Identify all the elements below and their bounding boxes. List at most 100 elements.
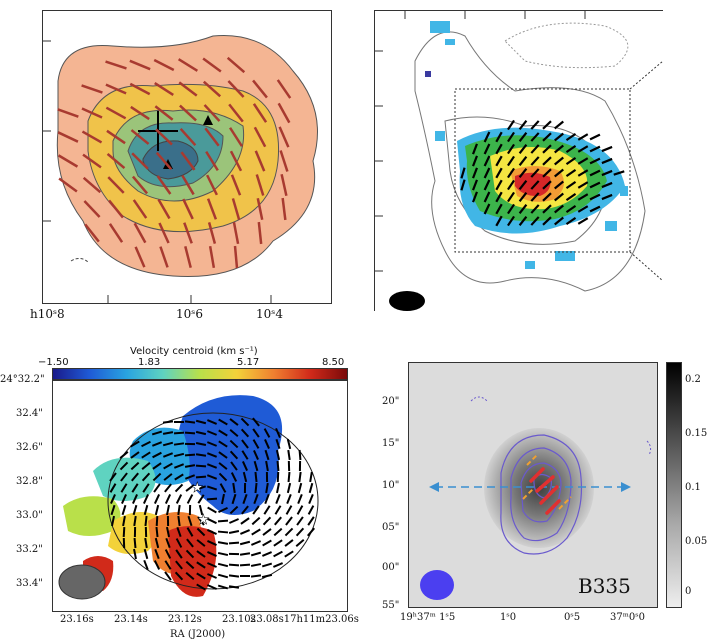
polarization-vector (483, 155, 491, 167)
polarization-vector (251, 528, 261, 536)
polarization-vector (530, 216, 540, 226)
polarization-vector (162, 420, 174, 424)
polarization-vector (542, 204, 552, 214)
polarization-vector (217, 584, 229, 590)
pol-red (515, 172, 551, 197)
polarization-vector (132, 504, 138, 516)
polarization-vector (232, 482, 236, 494)
polarization-vector (57, 131, 79, 143)
polarization-vector (202, 80, 222, 98)
polarization-vector (472, 155, 478, 167)
panel-bottom-left-frame: ★ ★ (52, 380, 348, 612)
polarization-vector (154, 537, 160, 549)
polarization-vector (518, 203, 528, 215)
panel-bottom-left: Velocity centroid (km s⁻¹) −1.50 1.83 5.… (0, 342, 360, 644)
polarization-vector (156, 175, 172, 195)
polarization-vector (217, 519, 229, 523)
polarization-vector (131, 472, 139, 482)
polarization-vector (130, 129, 150, 145)
polarization-vector (287, 471, 291, 483)
polarization-vector (183, 222, 193, 244)
polarization-vector (518, 143, 528, 155)
polarization-vector (119, 461, 129, 471)
bl-ytick-1: 32.4" (16, 408, 43, 419)
polarization-vector (262, 516, 272, 526)
polarization-vector (554, 144, 564, 154)
polarization-vector (242, 471, 248, 483)
polarization-vector (577, 169, 589, 177)
polarization-vector (262, 539, 272, 547)
polarization-vector (173, 463, 185, 469)
polarization-vector (296, 516, 304, 526)
polarization-vector (254, 482, 258, 494)
polarization-vector (144, 515, 148, 527)
polarization-vector (507, 119, 515, 131)
polarization-vector (285, 505, 293, 515)
polarization-vector (554, 168, 564, 178)
polarization-vector (241, 505, 249, 515)
polarization-vector (130, 451, 140, 459)
polarization-vector (554, 192, 564, 202)
polarization-vector (275, 438, 281, 450)
br-cbar-tick-1: 0.15 (685, 428, 708, 439)
polarization-vector (141, 462, 151, 470)
polarization-vector (228, 585, 240, 589)
polarization-vector (207, 584, 217, 590)
polarization-vector (174, 483, 184, 493)
polarization-vector (254, 150, 266, 172)
polarization-vector (286, 438, 292, 450)
bl-ytick-5: 33.2" (16, 544, 43, 555)
polarization-vector (239, 540, 251, 546)
top-right-map (375, 11, 663, 311)
polarization-vector (141, 440, 151, 448)
polarization-vector (495, 179, 503, 191)
polarization-vector (175, 494, 183, 504)
polarization-vector (495, 155, 503, 167)
polarization-vector (195, 453, 207, 457)
polarization-vector (495, 203, 503, 215)
polarization-vector (241, 450, 249, 460)
polarization-vector (279, 150, 289, 172)
polarization-vector (542, 192, 552, 202)
contour-dotted (504, 22, 629, 69)
polarization-vector (197, 516, 205, 526)
polarization-vector (589, 205, 601, 213)
polarization-vector (83, 200, 101, 218)
tl-xtick-0: h10ˢ8 (30, 307, 65, 321)
polarization-vector (286, 493, 292, 505)
polarization-vector (565, 168, 577, 178)
polarization-vector (82, 153, 102, 169)
polarization-vector (589, 145, 601, 153)
polarization-vector (196, 550, 206, 558)
polarization-vector (166, 526, 170, 538)
polarization-vector (233, 245, 239, 269)
polarization-vector (107, 176, 125, 194)
polarization-vector (229, 505, 239, 515)
polarization-vector (229, 150, 243, 172)
colorbar-tick-0: −1.50 (38, 357, 69, 368)
polarization-vector (179, 127, 197, 147)
polarization-vector (255, 174, 265, 196)
polarization-vector (276, 482, 280, 494)
polarization-vector (186, 538, 194, 548)
polarization-vector (460, 167, 466, 179)
polarization-vector (276, 460, 280, 472)
polarization-vector (565, 204, 577, 214)
polarization-vector (518, 155, 528, 167)
polarization-vector (530, 168, 540, 178)
polarization-vector (483, 131, 491, 143)
polarization-vector (177, 515, 181, 527)
polarization-vector (554, 120, 564, 130)
polarization-vector (542, 156, 552, 166)
b335-map (420, 396, 652, 600)
polarization-vector (460, 179, 466, 191)
polarization-vector (131, 175, 149, 195)
polarization-vector (577, 133, 589, 141)
polarization-vector (196, 561, 206, 569)
polarization-vector (131, 152, 149, 170)
polarization-vector (264, 439, 270, 449)
polarization-vector (264, 449, 270, 461)
bl-xtick-4: 23.08s17h11m23.06s (250, 614, 359, 625)
bl-ytick-3: 32.8" (16, 476, 43, 487)
polarization-vector (278, 126, 290, 148)
